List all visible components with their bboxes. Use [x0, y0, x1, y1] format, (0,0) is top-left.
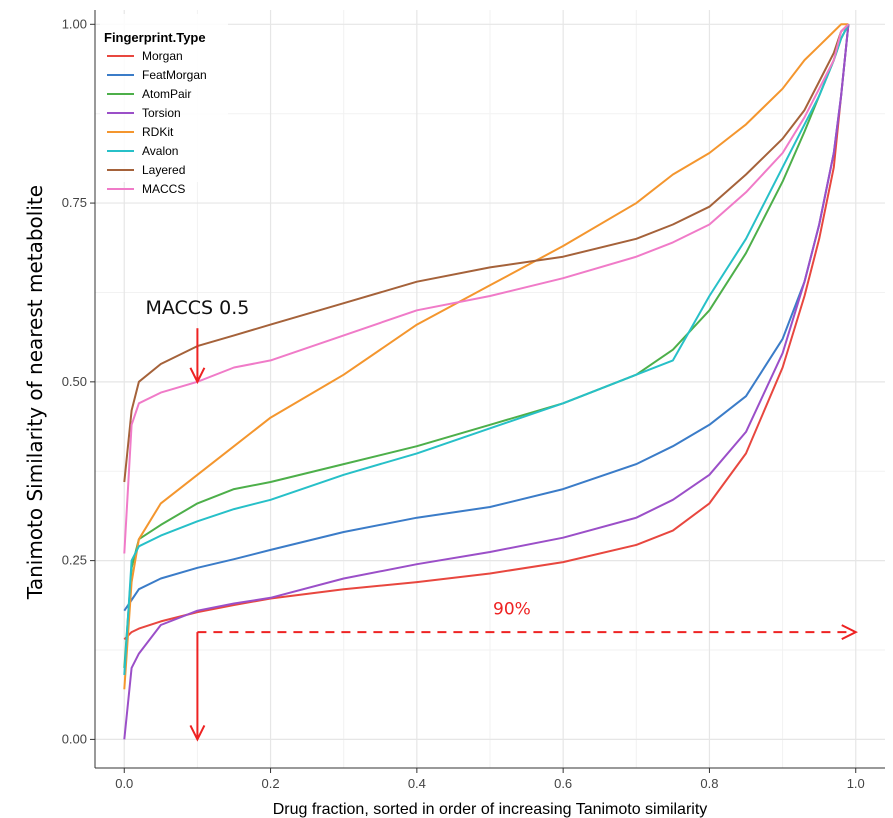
annotations: MACCS 0.5 90%	[145, 297, 858, 742]
legend: Fingerprint.Type Morgan FeatMorgan AtomPair…	[100, 14, 228, 196]
series-line-rdkit	[123, 23, 849, 690]
x-tick-label: 0.2	[262, 776, 280, 791]
x-tick-label: 0.8	[700, 776, 718, 791]
maccs-label: MACCS 0.5	[145, 297, 249, 319]
legend-label-morgan: Morgan	[142, 49, 183, 63]
x-tick-label: 1.0	[847, 776, 865, 791]
legend-label-atompair: AtomPair	[142, 87, 191, 101]
y-axis-title: Tanimoto Similarity of nearest metabolit…	[23, 185, 47, 600]
series-layer	[123, 23, 850, 740]
x-tick-label: 0.0	[115, 776, 133, 791]
threshold-arrow-head	[189, 724, 206, 742]
y-tick-label: 0.00	[62, 731, 87, 746]
percent-arrow-head	[841, 624, 858, 641]
series-line-torsion	[123, 24, 850, 740]
y-tick-label: 1.00	[62, 16, 87, 31]
legend-title: Fingerprint.Type	[104, 30, 206, 45]
series-line-avalon	[123, 23, 850, 676]
legend-label-avalon: Avalon	[142, 144, 178, 158]
legend-background	[100, 14, 228, 182]
x-axis-title: Drug fraction, sorted in order of increa…	[273, 801, 708, 818]
y-tick-label: 0.25	[62, 553, 87, 568]
x-tick-label: 0.4	[408, 776, 426, 791]
percent-label: 90%	[493, 599, 531, 619]
legend-label-maccs: MACCS	[142, 182, 185, 196]
legend-label-rdkit: RDKit	[142, 125, 174, 139]
x-tick-label: 0.6	[554, 776, 572, 791]
maccs-arrow-head	[189, 367, 206, 385]
legend-label-torsion: Torsion	[142, 106, 181, 120]
y-tick-label: 0.75	[62, 195, 87, 210]
legend-label-layered: Layered	[142, 163, 185, 177]
y-tick-label: 0.50	[62, 374, 87, 389]
series-line-maccs	[123, 23, 850, 554]
legend-label-featmorgan: FeatMorgan	[142, 68, 207, 82]
series-line-layered	[123, 23, 850, 483]
series-line-morgan	[123, 24, 850, 641]
axes: 0.0 0.2 0.4 0.6 0.8 1.0 0.00 0.25 0.50 0.75 1.00	[62, 10, 885, 791]
